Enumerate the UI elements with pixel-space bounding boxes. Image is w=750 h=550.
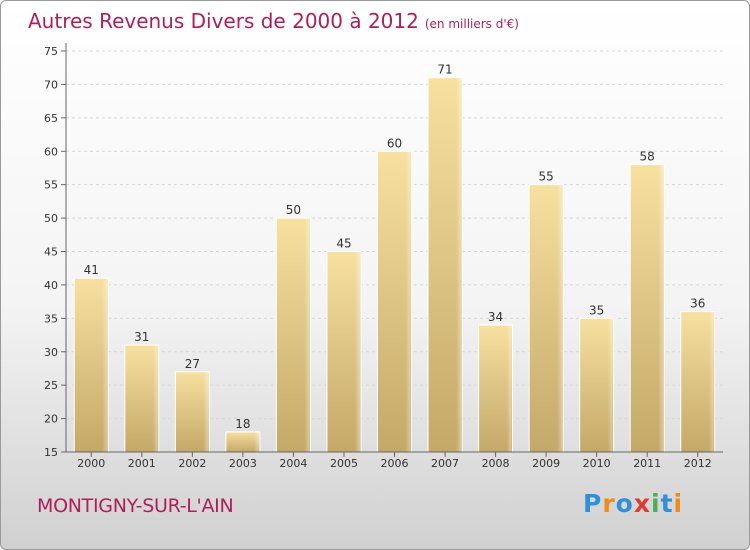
x-tick-label: 2011 (633, 457, 661, 470)
data-label: 58 (640, 150, 655, 164)
commune-name: MONTIGNY-SUR-L'AIN (37, 495, 234, 517)
y-tick-label: 65 (44, 112, 58, 125)
bar-highlight (203, 371, 209, 452)
logo-letter: i (673, 489, 684, 518)
bar-highlight (354, 251, 360, 452)
logo-letter: o (615, 489, 634, 518)
chart-unit: (en milliers d'€) (424, 17, 519, 31)
x-tick-label: 2010 (583, 457, 611, 470)
bar-highlight (708, 311, 714, 452)
data-label: 31 (134, 330, 149, 344)
y-tick-label: 15 (44, 446, 58, 459)
bar-highlight (456, 77, 462, 452)
x-tick-label: 2001 (128, 457, 156, 470)
bar-highlight (557, 184, 563, 452)
y-tick-label: 50 (44, 212, 58, 225)
logo-letter: i (651, 489, 661, 518)
bar-highlight (607, 318, 613, 452)
x-tick-label: 2007 (431, 457, 459, 470)
y-tick-label: 30 (44, 346, 58, 359)
bar-highlight (152, 345, 158, 452)
data-label: 71 (437, 63, 452, 77)
data-label: 18 (235, 417, 250, 431)
bars: 41 31 27 18 50 45 60 71 34 55 35 58 36 (73, 63, 716, 453)
y-tick-label: 70 (44, 78, 58, 91)
data-label: 27 (185, 357, 200, 371)
y-tick-label: 35 (44, 312, 58, 325)
x-tick-label: 2012 (684, 457, 712, 470)
logo-letter: P (583, 489, 603, 518)
proxiti-logo[interactable]: Proxiti (583, 489, 683, 518)
y-tick-label: 20 (44, 413, 58, 426)
y-tick-label: 60 (44, 145, 58, 158)
data-label: 35 (589, 303, 604, 317)
bar-highlight (506, 325, 512, 452)
bar-highlight (405, 151, 411, 452)
x-tick-label: 2000 (77, 457, 105, 470)
x-tick-label: 2004 (279, 457, 307, 470)
data-label: 36 (690, 297, 705, 311)
data-label: 34 (488, 310, 503, 324)
y-tick-label: 75 (44, 45, 58, 58)
chart-title-text: Autres Revenus Divers de 2000 à 2012 (28, 9, 419, 33)
x-tick-label: 2009 (532, 457, 560, 470)
logo-letter: r (602, 489, 616, 518)
data-label: 60 (387, 136, 402, 150)
x-tick-label: 2008 (482, 457, 510, 470)
x-tick-label: 2006 (381, 457, 409, 470)
data-label: 45 (336, 237, 351, 251)
y-tick-label: 25 (44, 379, 58, 392)
logo-letter: t (660, 489, 674, 518)
chart-title: Autres Revenus Divers de 2000 à 2012 (en … (28, 9, 519, 33)
data-label: 55 (538, 170, 553, 184)
axes: 15 20 25 30 35 40 45 50 55 60 65 70 75 2000 2001 2002 20… (44, 43, 723, 470)
y-tick-label: 40 (44, 279, 58, 292)
x-tick-label: 2002 (178, 457, 206, 470)
bar-highlight (304, 218, 310, 452)
y-tick-label: 55 (44, 179, 58, 192)
y-tick-label: 45 (44, 246, 58, 259)
bar-highlight (102, 278, 108, 452)
x-tick-label: 2005 (330, 457, 358, 470)
bar-highlight (658, 164, 664, 452)
data-label: 41 (84, 263, 99, 277)
bar-highlight (253, 431, 259, 452)
x-tick-label: 2003 (229, 457, 257, 470)
logo-letter: x (633, 489, 651, 518)
data-label: 50 (286, 203, 301, 217)
